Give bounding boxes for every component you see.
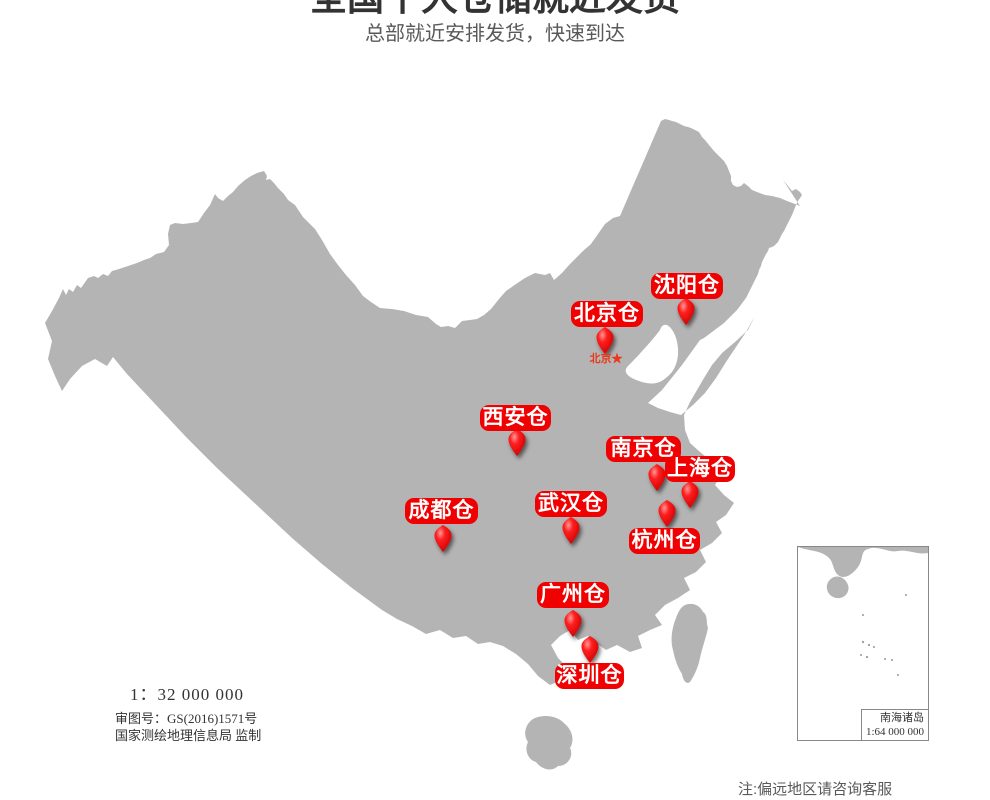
svg-text:北京★: 北京★ (590, 351, 623, 365)
